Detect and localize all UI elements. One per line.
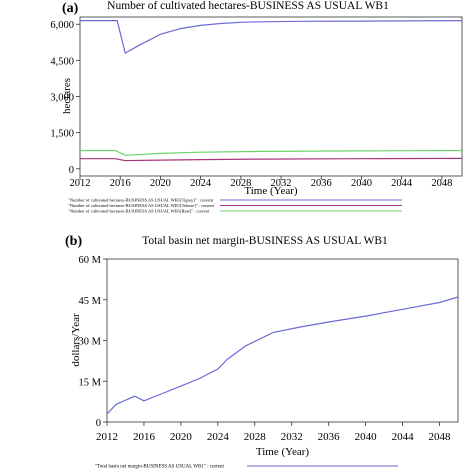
chart1-ytick-label: 1,500 [50, 129, 74, 140]
chart2-legend-label: "Total basin net margin-BUSINESS AS USUA… [95, 465, 225, 470]
chart2-title: Total basin net margin-BUSINESS AS USUAL… [142, 235, 388, 247]
chart2-xtick-label: 2028 [244, 431, 267, 443]
chart2-xlabel: Time (Year) [256, 446, 310, 458]
chart2-plot-frame [106, 258, 459, 423]
chart2-ytick-label: 45 M [79, 296, 102, 307]
chart1-ytick-label: 4,500 [50, 56, 74, 67]
chart2-ytick-label: 60 M [79, 255, 102, 266]
chart1-ylabel: hectares [61, 78, 73, 114]
chart1-ytick-label: 6,000 [50, 20, 74, 31]
chart1-series-line-2 [80, 157, 463, 162]
chart2-xtick-label: 2012 [96, 431, 118, 443]
chart2-panel-label: (b) [65, 234, 82, 249]
chart2-xtick-label: 2044 [392, 431, 415, 443]
chart2-xtick-label: 2048 [429, 431, 452, 443]
chart1-xtick-label: 2032 [271, 178, 292, 189]
chart1-xtick-label: 2044 [391, 178, 413, 189]
chart1-series-line-3 [80, 149, 463, 156]
chart1-ytick-label: 0 [69, 165, 74, 176]
chart1-xtick-label: 2048 [431, 178, 452, 189]
chart2-xtick-label: 2024 [207, 431, 230, 443]
chart2-ylabel: dollars/Year [70, 313, 82, 367]
chart2-xtick-label: 2040 [355, 431, 378, 443]
chart2-series-line-1 [106, 296, 459, 415]
chart1-legend-label: "Number of cultivated hectares-BUSINESS … [68, 209, 210, 214]
chart1-series-line-1 [80, 20, 463, 55]
chart1-xlabel: Time (Year) [244, 185, 298, 197]
chart1-xtick-label: 2024 [190, 178, 212, 189]
chart2-xtick-label: 2032 [281, 431, 303, 443]
chart1-legend-label: "Number of cultivated hectares-BUSINESS … [68, 198, 214, 203]
chart1-xtick-label: 2016 [110, 178, 131, 189]
chart2-xtick-label: 2016 [133, 431, 156, 443]
chart1-legend-label: "Number of cultivated hectares-BUSINESS … [68, 203, 215, 208]
chart1-xtick-label: 2028 [230, 178, 251, 189]
chart2-ytick-label: 30 M [79, 337, 102, 348]
chart1-plot-frame [79, 16, 463, 177]
chart2-xtick-label: 2020 [170, 431, 193, 443]
chart2-ytick-label: 15 M [79, 377, 102, 388]
chart1-xtick-label: 2012 [70, 178, 91, 189]
chart1-title: Number of cultivated hectares-BUSINESS A… [107, 0, 389, 12]
chart2-xtick-label: 2036 [318, 431, 341, 443]
chart1-ytick-label: 3,000 [50, 93, 74, 104]
chart1-xtick-label: 2036 [311, 178, 332, 189]
chart1-xtick-label: 2020 [150, 178, 171, 189]
chart2-ytick-label: 0 [96, 418, 101, 429]
chart1-panel-label: (a) [62, 1, 79, 16]
chart1-xtick-label: 2040 [351, 178, 372, 189]
